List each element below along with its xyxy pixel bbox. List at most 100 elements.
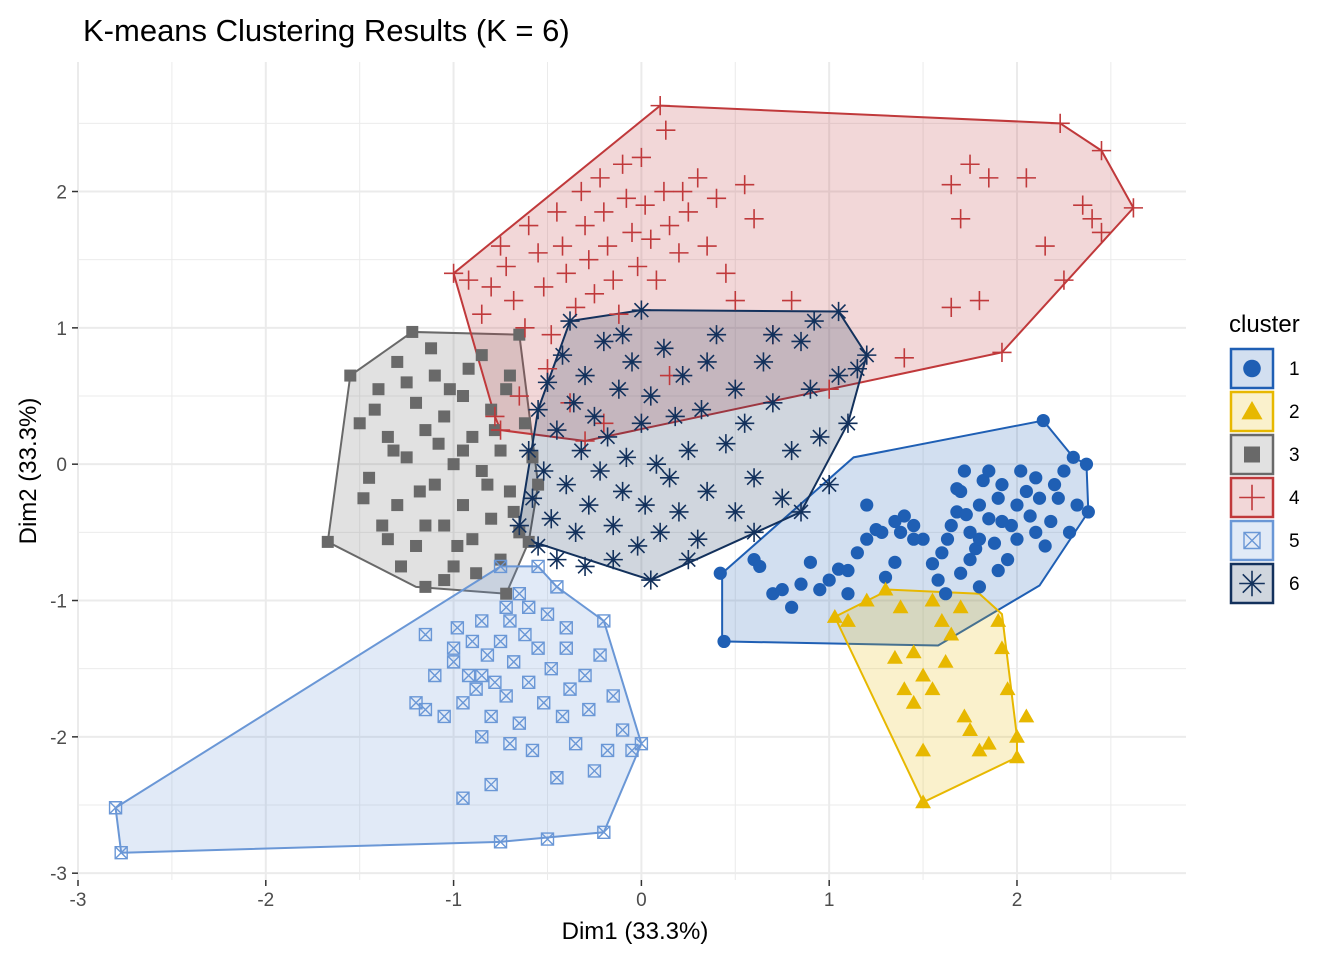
cluster-1-point: [1014, 464, 1028, 478]
cluster-5-point: [493, 634, 508, 649]
cluster-1-point: [931, 573, 945, 587]
cluster-4-point: [706, 188, 727, 208]
cluster-5-point: [456, 791, 470, 805]
cluster-5-point: [446, 641, 461, 655]
cluster-3-point: [481, 478, 494, 491]
cluster-5-point: [469, 682, 483, 696]
cluster-6-point: [590, 461, 610, 481]
cluster-3-point: [532, 478, 545, 491]
cluster-4-points: [443, 96, 1144, 451]
cluster-4-point: [597, 236, 618, 256]
cluster-2-point: [915, 742, 932, 757]
legend-item-4: 4: [1229, 476, 1300, 519]
cluster-5-point: [461, 668, 476, 683]
cluster-6-point: [509, 515, 529, 536]
cluster-4-point: [584, 284, 605, 304]
cluster-2-point: [840, 613, 856, 627]
cluster-4-point: [669, 243, 689, 263]
cluster-1-point: [753, 559, 767, 574]
cluster-2-point: [877, 581, 894, 596]
cluster-5-point: [550, 580, 564, 594]
cluster-6-point: [753, 352, 774, 372]
cluster-4-point: [528, 243, 548, 263]
cluster-4-point: [1016, 168, 1036, 188]
cluster-2-point: [896, 681, 913, 696]
cluster-4-point: [590, 168, 610, 188]
cluster-1-point: [850, 546, 864, 560]
cluster-1-point: [1066, 450, 1080, 464]
cluster-3-point: [391, 355, 404, 368]
cluster-3-point: [381, 430, 394, 443]
cluster-1-point: [1010, 532, 1024, 546]
cluster-4-point: [641, 229, 661, 249]
cluster-5-point: [475, 730, 489, 744]
cluster-4-point: [1054, 270, 1074, 290]
cluster-5-points: [108, 559, 649, 860]
cluster-1-point: [1023, 509, 1037, 523]
cluster-4-point: [443, 263, 464, 283]
cluster-5-point: [606, 689, 620, 703]
cluster-4-point: [509, 386, 529, 406]
cluster-6-points: [509, 300, 877, 590]
cluster-3-point: [456, 499, 469, 512]
cluster-6-point: [616, 447, 636, 467]
cluster-1-point: [1032, 491, 1047, 505]
cluster-points: [108, 96, 1144, 860]
cluster-3-point: [419, 424, 432, 437]
cluster-2-point: [826, 608, 843, 623]
cluster-6-point: [534, 461, 554, 481]
cluster-3-point: [485, 512, 498, 525]
legend-label-6: 6: [1289, 574, 1300, 595]
cluster-5-point: [559, 641, 573, 655]
cluster-5-point: [512, 716, 527, 730]
cluster-6-point: [673, 365, 693, 386]
cluster-6-point: [744, 468, 764, 488]
cluster-1-point: [991, 563, 1005, 578]
cluster-6-point: [519, 440, 539, 461]
cluster-1-point: [995, 514, 1009, 529]
legend: cluster 1 2 3 4 5 6: [1229, 311, 1300, 605]
legend-item-2: 2: [1229, 390, 1300, 433]
cluster-3-point: [344, 369, 357, 382]
cluster-1-point: [1000, 553, 1015, 567]
cluster-6-point: [564, 393, 584, 413]
cluster-6-point: [537, 372, 558, 392]
cluster-2-point: [937, 653, 954, 668]
cluster-5-point: [593, 648, 607, 662]
legend-marker-2: [1241, 400, 1263, 420]
cluster-6-point: [575, 556, 595, 577]
cluster-5-point: [563, 682, 577, 696]
cluster-5-point: [582, 702, 596, 717]
cluster-6-point: [575, 365, 595, 386]
cluster-4-point: [547, 202, 567, 222]
cluster-1-point: [1081, 505, 1095, 519]
cluster-4-point: [579, 250, 599, 270]
cluster-4-point: [654, 181, 674, 202]
cluster-6-point: [706, 325, 727, 345]
cluster-5-point: [480, 648, 495, 662]
cluster-1-point: [878, 570, 893, 584]
cluster-6-point: [782, 440, 802, 461]
cluster-2-point: [915, 794, 932, 809]
y-tick-label: -1: [50, 592, 67, 613]
cluster-4-point: [659, 216, 680, 236]
legend-title: cluster: [1229, 311, 1300, 338]
cluster-6-point: [650, 522, 670, 542]
cluster-5-point: [418, 702, 433, 717]
cluster-5-point: [465, 634, 480, 649]
cluster-4-point: [541, 325, 561, 345]
cluster-6-point: [641, 570, 661, 590]
cluster-6-point: [646, 454, 667, 474]
cluster-4-point: [628, 256, 648, 277]
cluster-4-point: [992, 342, 1012, 362]
cluster-3-point: [475, 349, 488, 362]
cluster-1-point: [982, 464, 996, 478]
cluster-1-point: [803, 555, 818, 569]
cluster-1-point: [1038, 539, 1052, 553]
cluster-5-point: [525, 743, 540, 758]
cluster-6-point: [571, 440, 591, 461]
cluster-5-point: [531, 559, 545, 574]
cluster-3-point: [438, 519, 451, 532]
cluster-6-point: [763, 393, 783, 413]
